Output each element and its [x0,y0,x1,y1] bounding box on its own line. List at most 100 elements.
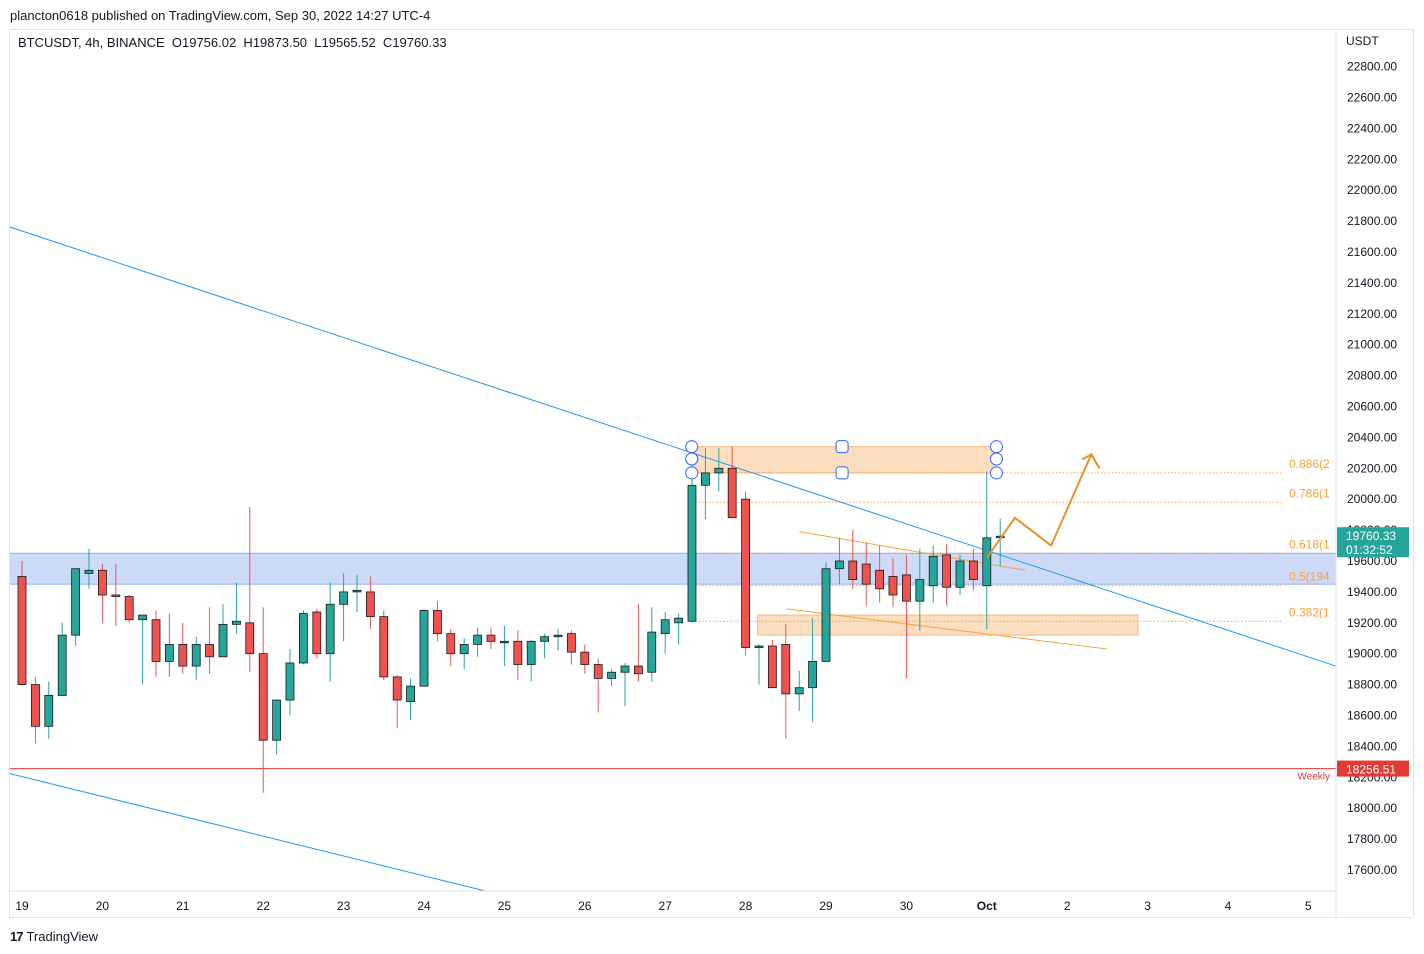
candle[interactable] [420,609,428,686]
price-axis: 17600.0017800.0018000.0018200.0018400.00… [1347,60,1397,877]
zone-demand [758,615,1138,635]
candle[interactable] [983,471,991,629]
candle[interactable] [206,607,214,673]
candle[interactable] [621,663,629,706]
drag-handle[interactable] [990,467,1002,479]
candle[interactable] [380,610,388,680]
time-tick-label: 3 [1144,899,1151,913]
candle[interactable] [956,555,964,595]
candle[interactable] [232,583,240,634]
price-tick-label: 18400.00 [1347,739,1397,753]
candle[interactable] [648,607,656,681]
candle[interactable] [742,491,750,655]
candle[interactable] [782,624,790,738]
candle[interactable] [246,507,254,672]
candle[interactable] [567,631,575,665]
price-tick-label: 22800.00 [1347,60,1397,74]
candle[interactable] [447,629,455,666]
candle[interactable] [500,626,508,666]
time-tick-label: 4 [1225,899,1232,913]
time-tick-label: 23 [337,899,351,913]
time-tick-label: 21 [176,899,190,913]
fib-level-label: 0.886(2 [1289,457,1330,471]
candle[interactable] [259,607,267,792]
candle[interactable] [661,612,669,654]
candle[interactable] [581,644,589,673]
candle[interactable] [31,677,39,743]
drag-handle[interactable] [990,453,1002,465]
candle[interactable] [554,629,562,651]
candle[interactable] [594,658,602,712]
price-tick-label: 19000.00 [1347,647,1397,661]
zone-support-resistance [6,553,1341,584]
candle[interactable] [755,644,763,684]
price-tick-label: 22600.00 [1347,91,1397,105]
price-tick-label: 19400.00 [1347,585,1397,599]
time-tick-label: 29 [819,899,833,913]
candle[interactable] [768,640,776,688]
price-tick-label: 22400.00 [1347,121,1397,135]
candle[interactable] [299,610,307,664]
candle[interactable] [219,604,227,657]
candle[interactable] [474,627,482,656]
candle[interactable] [608,669,616,686]
drag-handle[interactable] [836,467,848,479]
candle[interactable] [139,615,147,685]
candle[interactable] [125,595,133,623]
drag-handle[interactable] [990,441,1002,453]
candle[interactable] [634,604,642,681]
candle[interactable] [514,631,522,680]
drag-handle[interactable] [686,453,698,465]
candle[interactable] [407,678,415,720]
drag-handle[interactable] [686,441,698,453]
candle[interactable] [273,700,281,754]
trendline-channel-lower [6,773,500,895]
trendline-descending-resistance [6,226,1341,668]
candle[interactable] [179,623,187,674]
candle[interactable] [192,637,200,680]
candle[interactable] [313,609,321,658]
price-tick-label: 21800.00 [1347,214,1397,228]
brand-label: TradingView [26,929,98,944]
candle[interactable] [152,610,160,676]
price-tick-label: 17600.00 [1347,863,1397,877]
time-tick-label: 25 [498,899,512,913]
price-tick-label: 20600.00 [1347,400,1397,414]
candle[interactable] [286,649,294,715]
price-tick-label: 18000.00 [1347,801,1397,815]
time-tick-label: 2 [1064,899,1071,913]
time-axis: 19 20 21 22 23 24 25 26 27 28 29 30 Oct 2 3 4 5 [15,899,1312,913]
drag-handle[interactable] [836,441,848,453]
candle[interactable] [58,623,66,696]
time-tick-label: 24 [417,899,431,913]
tradingview-logo-icon: 17 [10,929,22,944]
candle[interactable] [45,682,53,739]
candle[interactable] [326,583,334,682]
candle[interactable] [862,542,870,605]
candle[interactable] [98,564,106,623]
candle[interactable] [822,563,830,662]
candle[interactable] [18,561,26,685]
candle[interactable] [527,640,535,682]
candle[interactable] [393,675,401,728]
price-axis-unit: USDT [1346,34,1379,48]
time-tick-label: Oct [977,899,997,913]
drag-handle[interactable] [686,467,698,479]
time-tick-label: 26 [578,899,592,913]
fib-level-label: 0.382(1 [1289,605,1330,619]
candle[interactable] [460,638,468,669]
time-tick-label: 20 [96,899,110,913]
candle[interactable] [72,569,80,646]
candle[interactable] [165,614,173,677]
price-tick-label: 20200.00 [1347,461,1397,475]
weekly-level-label: Weekly [1297,772,1330,783]
weekly-price-label: 18256.51 [1346,763,1396,777]
candle[interactable] [433,601,441,641]
candle[interactable] [675,614,683,645]
candle[interactable] [541,634,549,659]
tradingview-brand[interactable]: 17 TradingView [10,929,98,944]
candle[interactable] [795,671,803,711]
candle[interactable] [487,627,495,649]
price-tick-label: 18600.00 [1347,709,1397,723]
